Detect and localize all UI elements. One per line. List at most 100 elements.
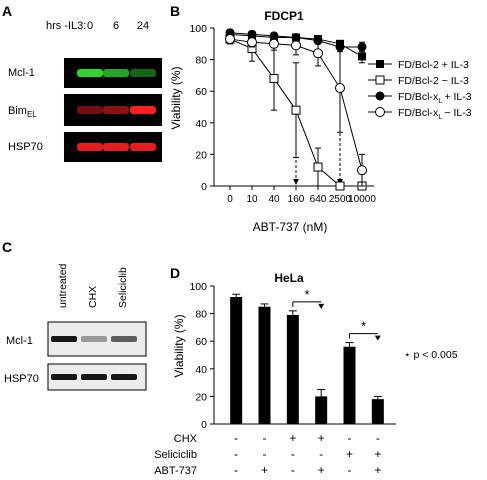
- timepoint-1: 6: [113, 20, 119, 32]
- treatment-label: Seliciclib: [154, 449, 197, 461]
- x-tick-label: 2500: [329, 194, 352, 205]
- treatment-table: CHX - - + + - - Seliciclib - - - - + + ABT-737 - + - + - +: [154, 431, 381, 477]
- bar: [343, 346, 356, 424]
- bar: [315, 396, 328, 424]
- blot-a: [64, 58, 162, 162]
- panel-d-letter: D: [170, 265, 180, 281]
- y-tick-label: 20: [195, 391, 207, 403]
- x-tick-label: 160: [288, 194, 305, 205]
- legend-label: FD/Bcl-xL + IL-3: [398, 91, 472, 105]
- treatment-sign: -: [263, 447, 267, 461]
- significance-note: ⋆ p < 0.005: [404, 349, 458, 361]
- treatment-label: ABT-737: [154, 465, 197, 477]
- blot-c-band: [51, 336, 77, 342]
- bar: [230, 297, 243, 424]
- legend-label: FD/Bcl-xL − IL-3: [398, 107, 472, 121]
- data-point: [358, 52, 366, 61]
- bar: [286, 314, 299, 424]
- legend-item-bclxl-plus: FD/Bcl-xL + IL-3: [368, 91, 472, 105]
- y-tick-label: 0: [201, 419, 207, 431]
- x-tick-label: 10: [246, 194, 258, 205]
- chart-d: 0 20 40 60 80 100 * *: [189, 281, 396, 431]
- y-tick-label: 100: [189, 23, 207, 35]
- treatment-sign: -: [234, 431, 238, 445]
- legend-marker-open-circle: [375, 107, 385, 117]
- chart-b-legend: FD/Bcl-2 + IL-3 FD/Bcl-2 − IL-3 FD/Bcl-x…: [368, 59, 472, 121]
- bar: [371, 399, 384, 424]
- data-point: [313, 48, 323, 59]
- data-point: [357, 165, 367, 176]
- treatment-sign: -: [376, 431, 380, 445]
- chart-b-ylabel: Viability (%): [169, 66, 183, 129]
- timepoint-0: 0: [87, 20, 93, 32]
- legend-marker-open-square: [375, 75, 385, 85]
- panel-a: A hrs -IL3: 0 6 24 Mcl-1 BimEL HSP70: [2, 3, 162, 162]
- y-tick-label: 0: [201, 181, 207, 193]
- panel-b: B FDCP1 Viability (%) ABT-737 (nM) 0 20 40…: [169, 3, 472, 234]
- blot-a-band: [130, 69, 156, 77]
- y-tick-label: 40: [195, 118, 207, 130]
- data-point: [269, 31, 279, 41]
- blot-c-band: [51, 374, 77, 380]
- y-tick-label: 100: [189, 281, 207, 293]
- chart-b-title: FDCP1: [264, 9, 304, 23]
- treatment-sign: -: [348, 431, 352, 445]
- lane-label-chx: CHX: [87, 286, 99, 308]
- x-tick-label: 40: [268, 194, 280, 205]
- data-point: [225, 34, 235, 45]
- data-point: [335, 181, 345, 191]
- treatment-sign: -: [348, 463, 352, 477]
- chart-b-xlabel: ABT-737 (nM): [253, 220, 328, 234]
- treatment-sign: -: [234, 463, 238, 477]
- significance-arrow: [318, 303, 325, 309]
- legend-item-bcl2-plus: FD/Bcl-2 + IL-3: [368, 59, 469, 71]
- legend-item-bclxl-minus: FD/Bcl-xL − IL-3: [368, 107, 472, 121]
- blot-c-label-hsp70: HSP70: [4, 373, 39, 385]
- blot-c-band: [81, 336, 107, 342]
- treatment-sign: +: [374, 447, 381, 461]
- x-tick-label: 640: [310, 194, 327, 205]
- treatment-sign: -: [263, 431, 267, 445]
- data-point: [291, 105, 301, 115]
- chart-d-title: HeLa: [274, 271, 304, 285]
- x-tick-label: 10000: [348, 194, 376, 205]
- blot-a-band: [103, 106, 129, 114]
- blot-a-label-mcl1: Mcl-1: [8, 67, 35, 79]
- lane-label-untreated: untreated: [57, 263, 69, 308]
- significance-star: *: [361, 319, 366, 334]
- data-point: [313, 162, 323, 172]
- blot-a-band: [130, 106, 156, 114]
- treatment-sign: -: [234, 447, 238, 461]
- chart-d-ylabel: Viability (%): [172, 314, 186, 377]
- treatment-sign: +: [261, 463, 268, 477]
- y-tick-label: 20: [195, 149, 207, 161]
- panel-c: C untreated CHX Seliciclib Mcl-1 HSP70: [2, 239, 147, 391]
- treatment-sign: +: [318, 463, 325, 477]
- annotation-arrowhead: [293, 179, 299, 185]
- significance-star: *: [304, 287, 309, 302]
- treatment-sign: -: [319, 447, 323, 461]
- treatment-sign: +: [289, 431, 296, 445]
- y-tick-label: 60: [195, 86, 207, 98]
- blot-a-band: [103, 69, 129, 77]
- y-tick-label: 60: [195, 336, 207, 348]
- blot-a-band: [103, 143, 129, 151]
- panel-b-letter: B: [170, 3, 180, 19]
- lane-label-seliciclib: Seliciclib: [117, 267, 129, 308]
- blot-c-band: [111, 374, 137, 380]
- bar: [258, 306, 271, 424]
- blot-a-band: [77, 143, 103, 151]
- treatment-sign: -: [291, 463, 295, 477]
- x-tick-label: 0: [227, 194, 233, 205]
- blot-c-label-mcl1: Mcl-1: [6, 335, 33, 347]
- y-tick-label: 80: [195, 309, 207, 321]
- data-point: [291, 40, 301, 51]
- blot-c-band: [111, 336, 137, 342]
- timepoint-2: 24: [137, 20, 149, 32]
- treatment-sign: +: [346, 447, 353, 461]
- panel-c-letter: C: [2, 239, 12, 255]
- legend-item-bcl2-minus: FD/Bcl-2 − IL-3: [368, 75, 469, 87]
- blot-a-band: [77, 69, 103, 77]
